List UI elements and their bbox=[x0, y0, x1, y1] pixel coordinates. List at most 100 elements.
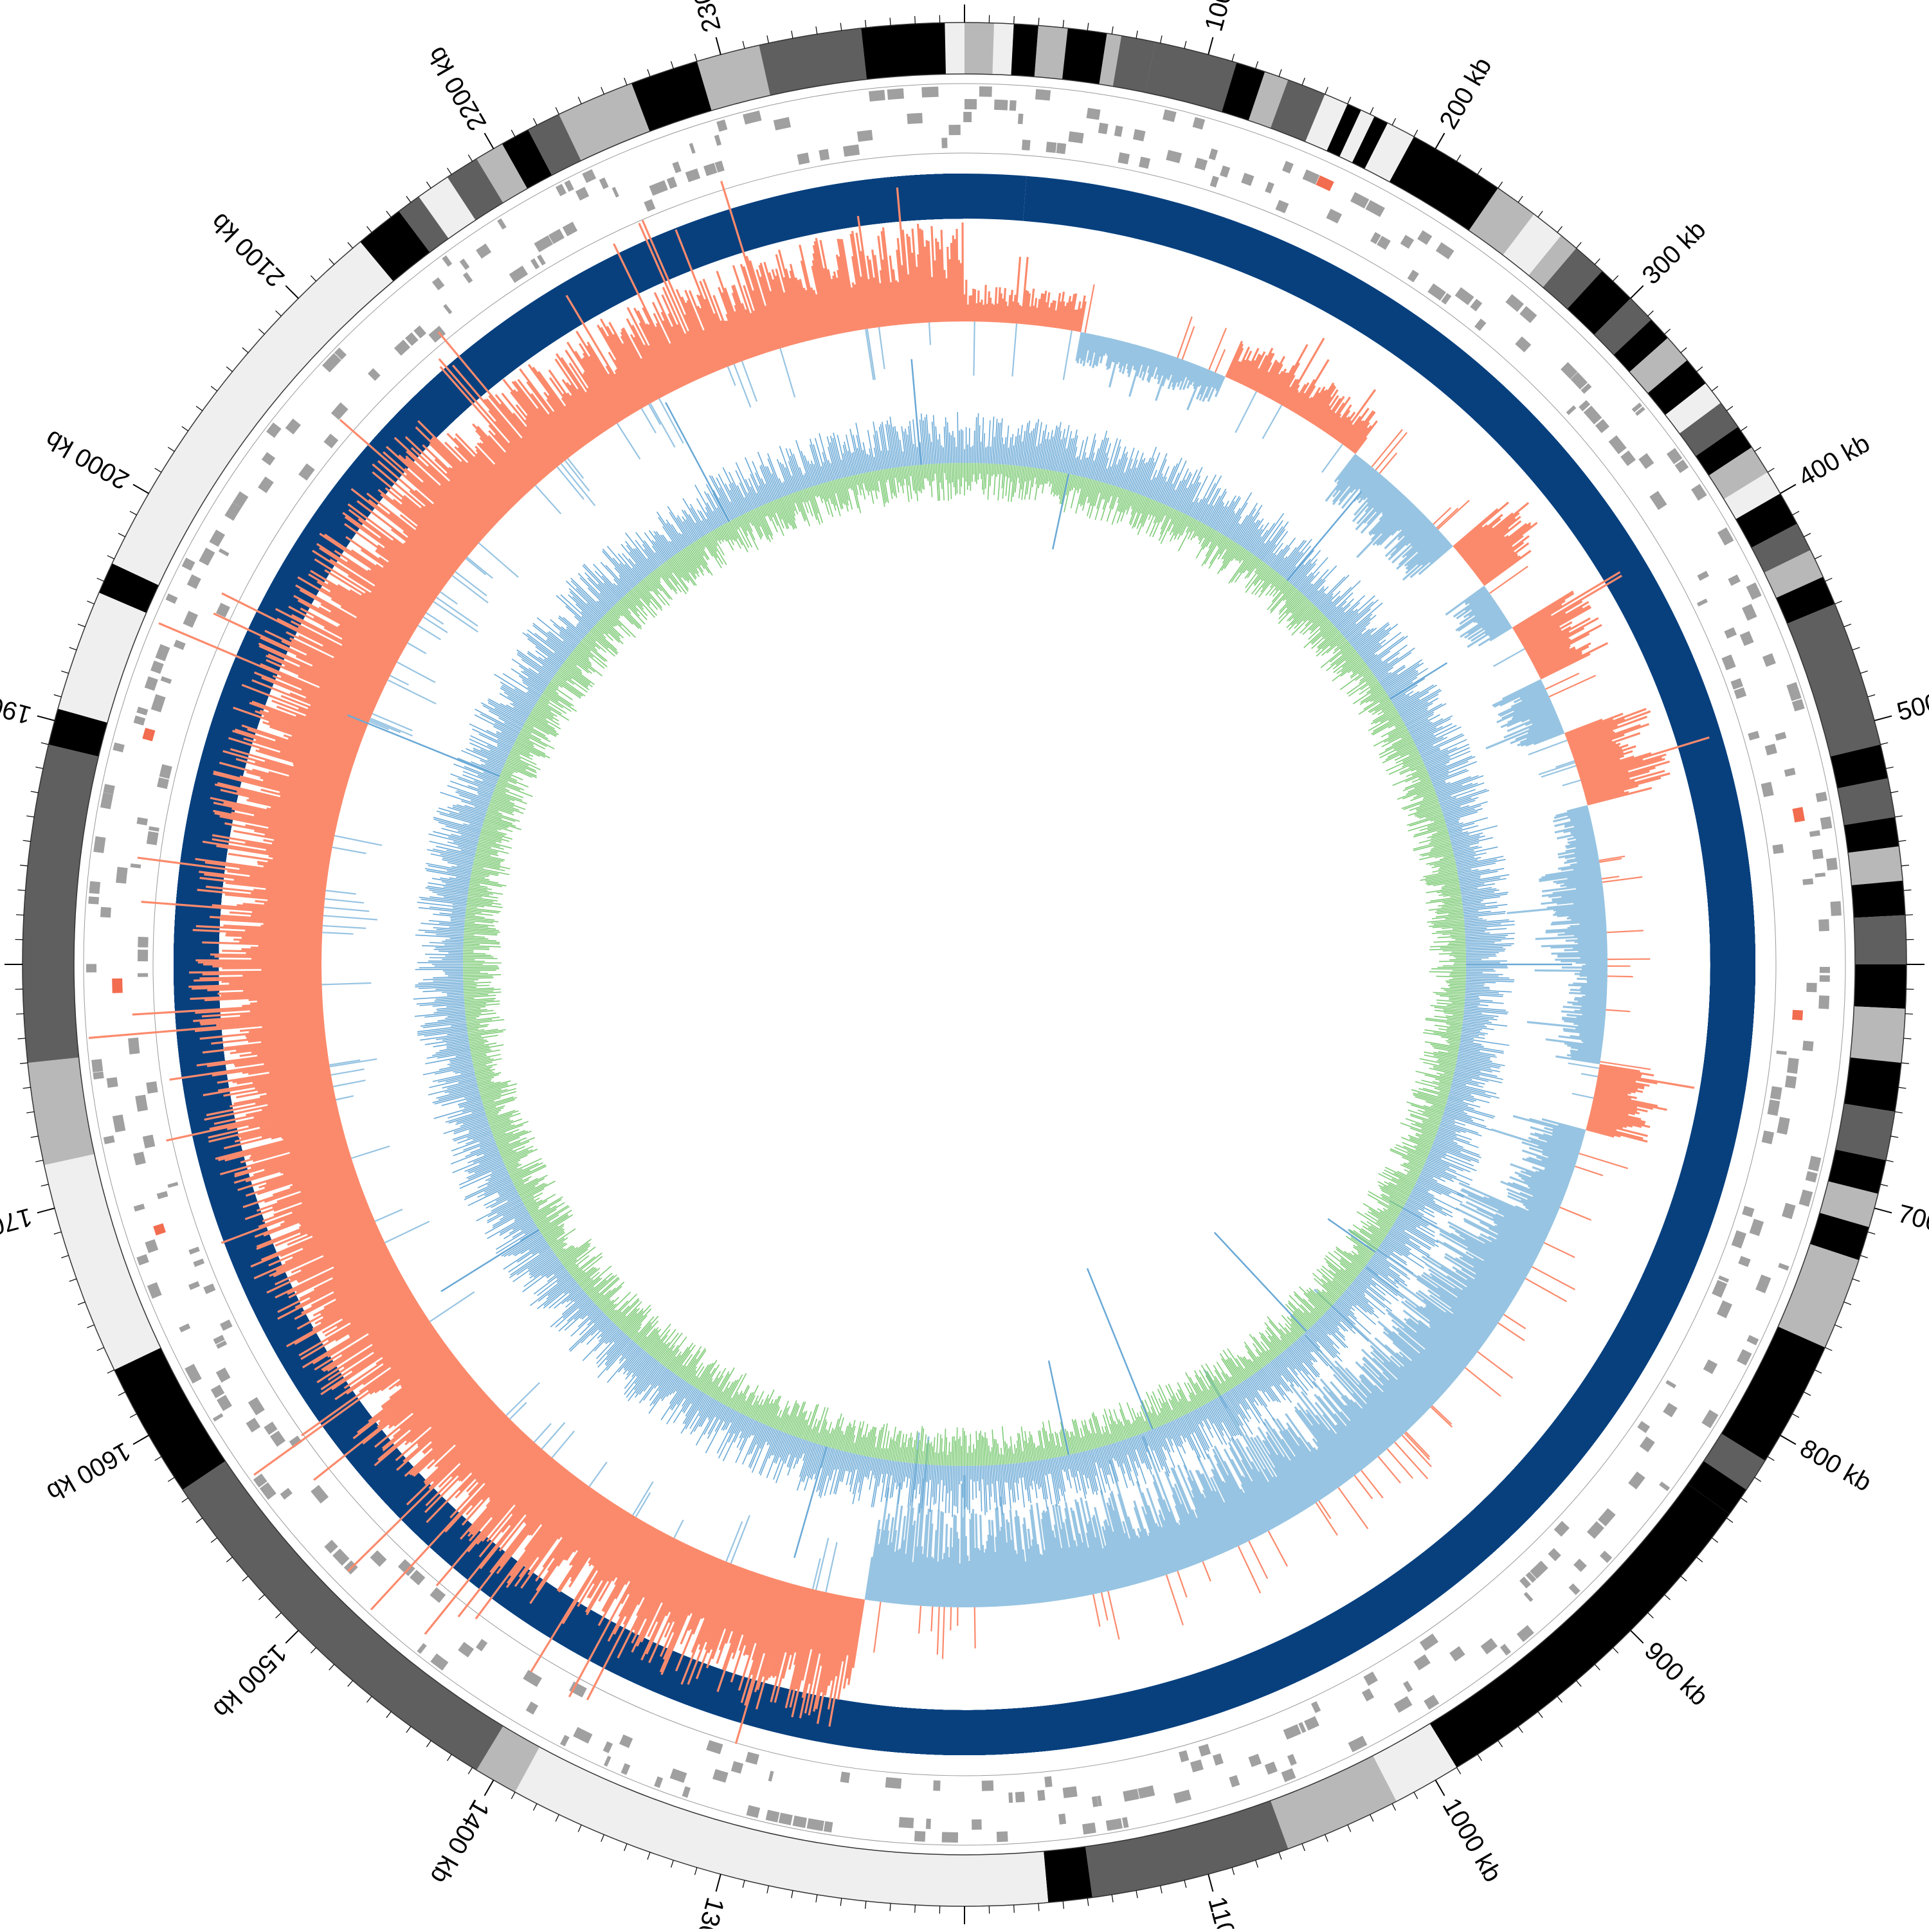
gc-bar bbox=[1429, 971, 1466, 972]
gene-feature bbox=[1609, 435, 1627, 455]
gene-feature bbox=[670, 1769, 687, 1783]
skew-bar bbox=[1557, 954, 1608, 955]
gene-feature bbox=[1782, 1203, 1796, 1219]
minor-tick bbox=[1613, 276, 1618, 282]
gene-feature bbox=[1106, 1818, 1123, 1831]
skew-bar bbox=[1203, 1562, 1211, 1582]
skew-bar bbox=[1608, 959, 1650, 960]
gene-feature bbox=[1427, 284, 1446, 301]
tick-label: 1000 kb bbox=[1437, 1793, 1507, 1886]
gc-bar bbox=[970, 463, 971, 491]
skew-bar bbox=[1465, 1368, 1501, 1396]
gene-feature bbox=[712, 1769, 729, 1782]
gene-feature bbox=[1210, 176, 1219, 187]
skew-bar bbox=[323, 916, 377, 919]
minor-tick bbox=[35, 1160, 43, 1162]
minor-tick bbox=[23, 1087, 31, 1088]
gene-feature bbox=[689, 143, 696, 154]
gc-bar bbox=[969, 428, 970, 463]
gene-feature bbox=[1701, 1410, 1718, 1429]
gene-feature bbox=[1806, 983, 1816, 993]
minor-tick bbox=[1665, 329, 1671, 334]
tick-label: 2300 kb bbox=[676, 0, 727, 35]
gene-feature bbox=[792, 1816, 807, 1828]
gene-feature bbox=[774, 117, 791, 131]
skew-bar bbox=[816, 1538, 828, 1590]
gc-bar bbox=[1236, 1386, 1260, 1423]
minor-tick bbox=[1804, 1392, 1811, 1395]
gene-feature bbox=[88, 896, 99, 904]
gene-feature bbox=[1792, 699, 1805, 711]
minor-tick bbox=[1518, 1726, 1523, 1733]
tick-label: 100 kb bbox=[1199, 0, 1247, 34]
minor-tick bbox=[1712, 386, 1718, 391]
gc-bar bbox=[1466, 975, 1499, 976]
gene-feature bbox=[885, 1777, 902, 1789]
gene-feature bbox=[219, 548, 230, 557]
skew-bar bbox=[1535, 970, 1608, 971]
minor-tick bbox=[1852, 1279, 1860, 1281]
gene-feature bbox=[857, 130, 873, 142]
gc-bar bbox=[980, 463, 981, 473]
gc-bar bbox=[1447, 982, 1466, 983]
gene-feature bbox=[1697, 599, 1708, 606]
minor-tick bbox=[1613, 1648, 1618, 1654]
gene-feature bbox=[672, 161, 681, 173]
minor-tick bbox=[31, 1136, 39, 1137]
minor-tick bbox=[578, 97, 581, 104]
minor-tick bbox=[1905, 915, 1913, 916]
minor-tick bbox=[1392, 1803, 1395, 1810]
minor-tick bbox=[20, 865, 28, 866]
minor-tick bbox=[1901, 865, 1909, 866]
skew-bar bbox=[1361, 1470, 1383, 1498]
gene-feature bbox=[899, 1817, 914, 1828]
synteny-block bbox=[174, 174, 1639, 1755]
minor-tick bbox=[367, 226, 372, 232]
gc-bar bbox=[975, 417, 977, 463]
gene-feature bbox=[1566, 405, 1577, 415]
gene-feature bbox=[964, 99, 977, 109]
gene-feature bbox=[1737, 1349, 1752, 1366]
gene-feature bbox=[131, 863, 141, 869]
minor-tick bbox=[41, 1184, 49, 1186]
skew-bar bbox=[1575, 974, 1608, 975]
gc-bar bbox=[1431, 969, 1466, 970]
gene-feature bbox=[1730, 678, 1743, 690]
gene-feature bbox=[138, 950, 148, 961]
contig-segment bbox=[28, 1058, 95, 1165]
minor-tick bbox=[816, 26, 817, 34]
gene-feature bbox=[582, 169, 596, 183]
tick-label: 800 kb bbox=[1795, 1434, 1876, 1497]
minor-tick bbox=[211, 386, 217, 391]
gc-bar bbox=[1325, 581, 1361, 615]
gene-feature bbox=[331, 402, 349, 420]
gc-bar bbox=[1445, 981, 1465, 982]
gc-bar bbox=[1449, 984, 1465, 985]
gene-feature bbox=[1787, 1058, 1799, 1074]
skew-bar bbox=[1406, 1432, 1430, 1457]
gene-feature bbox=[1659, 1481, 1670, 1491]
gene-feature bbox=[1724, 627, 1737, 639]
minor-tick bbox=[155, 1456, 161, 1460]
major-tick bbox=[133, 485, 149, 494]
gene-feature bbox=[1738, 1256, 1750, 1267]
skew-bar bbox=[1431, 1407, 1452, 1427]
gene-feature bbox=[948, 125, 960, 135]
minor-tick bbox=[1792, 511, 1799, 515]
minor-tick bbox=[118, 533, 125, 536]
minor-tick bbox=[743, 41, 745, 49]
major-tick bbox=[1208, 37, 1213, 55]
minor-tick bbox=[1804, 533, 1811, 536]
gene-feature bbox=[1748, 731, 1759, 741]
minor-tick bbox=[695, 54, 697, 62]
gc-bar bbox=[984, 464, 985, 495]
gene-feature bbox=[819, 149, 829, 161]
skew-bar bbox=[332, 847, 367, 854]
gene-feature bbox=[1742, 1206, 1754, 1218]
minor-tick bbox=[31, 791, 39, 793]
gene-feature bbox=[1063, 1786, 1078, 1798]
gene-feature bbox=[157, 777, 169, 789]
minor-tick bbox=[1834, 1325, 1842, 1328]
gene-feature bbox=[716, 120, 727, 132]
minor-tick bbox=[1741, 426, 1747, 431]
